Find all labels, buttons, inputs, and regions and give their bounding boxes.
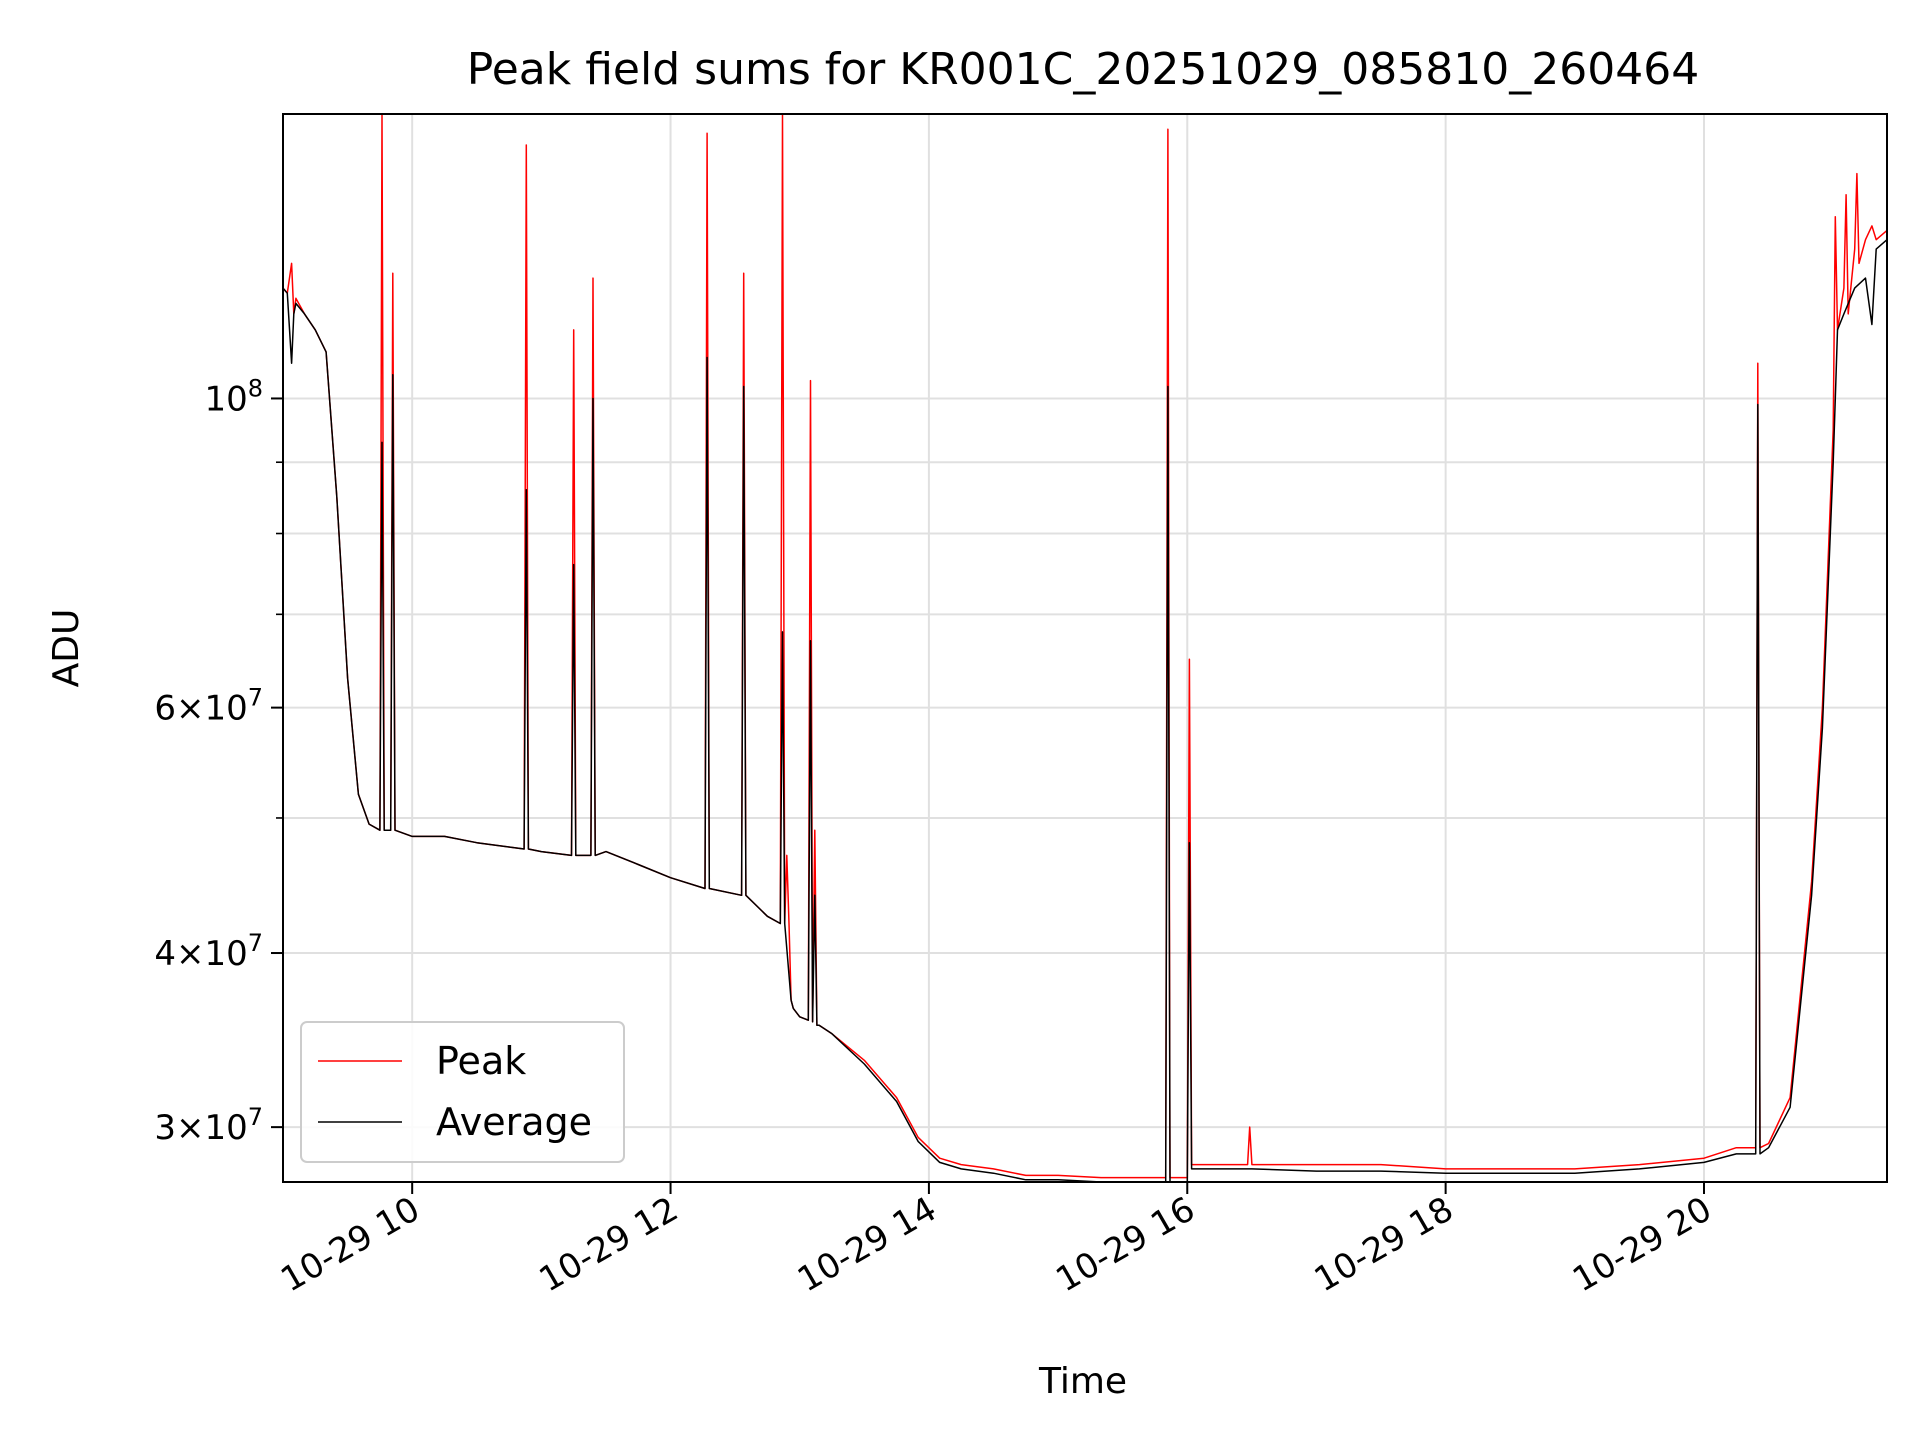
legend: Peak Average [300, 1021, 625, 1163]
x-axis-title: Time [1038, 1361, 1127, 1402]
y-tick-label: 6×107 [154, 684, 263, 729]
plot-area-frame [282, 113, 1888, 1183]
chart-title: Peak field sums for KR001C_20251029_0858… [467, 44, 1699, 95]
y-tick-label: 3×107 [154, 1103, 263, 1148]
legend-label-peak: Peak [436, 1039, 526, 1083]
grid [283, 114, 1887, 1182]
y-axis: 3×107 4×107 6×107 108 [154, 374, 283, 1148]
series-layer [282, 113, 1888, 1183]
y-axis-title: ADU [46, 609, 87, 688]
y-tick-label: 4×107 [154, 929, 263, 974]
legend-box [300, 1021, 625, 1163]
series-line-average [282, 239, 1888, 1183]
y-tick-label: 108 [204, 374, 263, 419]
legend-label-average: Average [436, 1100, 592, 1144]
